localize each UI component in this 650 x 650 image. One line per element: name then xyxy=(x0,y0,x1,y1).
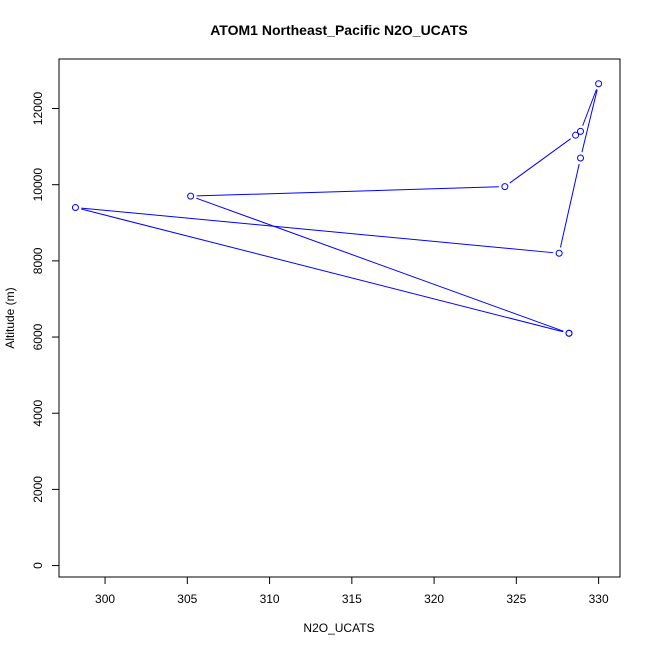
x-tick-label: 315 xyxy=(342,592,362,606)
chart-title: ATOM1 Northeast_Pacific N2O_UCATS xyxy=(210,22,468,38)
data-point xyxy=(71,204,79,212)
x-tick-label: 325 xyxy=(506,592,526,606)
series-segment xyxy=(582,89,597,126)
x-tick-label: 300 xyxy=(95,592,115,606)
y-tick-label: 6000 xyxy=(31,323,45,350)
data-point xyxy=(572,131,580,139)
data-point xyxy=(555,249,563,257)
data-point xyxy=(595,80,603,88)
y-axis: 0 2000 4000 6000 8000 10000 12000 xyxy=(31,92,60,569)
series-segment xyxy=(81,208,564,333)
series-segment xyxy=(81,207,554,254)
x-axis: 300 305 310 315 320 325 330 xyxy=(95,576,609,606)
data-point xyxy=(577,154,585,162)
data-point xyxy=(187,192,195,200)
y-tick-label: 2000 xyxy=(31,476,45,503)
x-axis-label: N2O_UCATS xyxy=(303,621,374,635)
x-tick-label: 320 xyxy=(424,592,444,606)
y-tick-label: 12000 xyxy=(31,92,45,126)
series-segment xyxy=(196,186,499,197)
series-segment xyxy=(509,138,572,184)
x-tick-label: 310 xyxy=(260,592,280,606)
y-tick-label: 8000 xyxy=(31,247,45,274)
series-segment xyxy=(196,197,564,332)
y-tick-label: 0 xyxy=(31,562,45,569)
series-segment xyxy=(559,163,580,248)
series-layer xyxy=(71,80,603,337)
y-tick-label: 10000 xyxy=(31,168,45,202)
data-point xyxy=(565,329,573,337)
x-tick-label: 305 xyxy=(177,592,197,606)
x-tick-label: 330 xyxy=(589,592,609,606)
data-point xyxy=(577,127,585,135)
y-tick-label: 4000 xyxy=(31,400,45,427)
y-axis-label: Altitude (m) xyxy=(3,287,17,348)
data-point xyxy=(501,183,509,191)
series-segment xyxy=(581,89,598,153)
